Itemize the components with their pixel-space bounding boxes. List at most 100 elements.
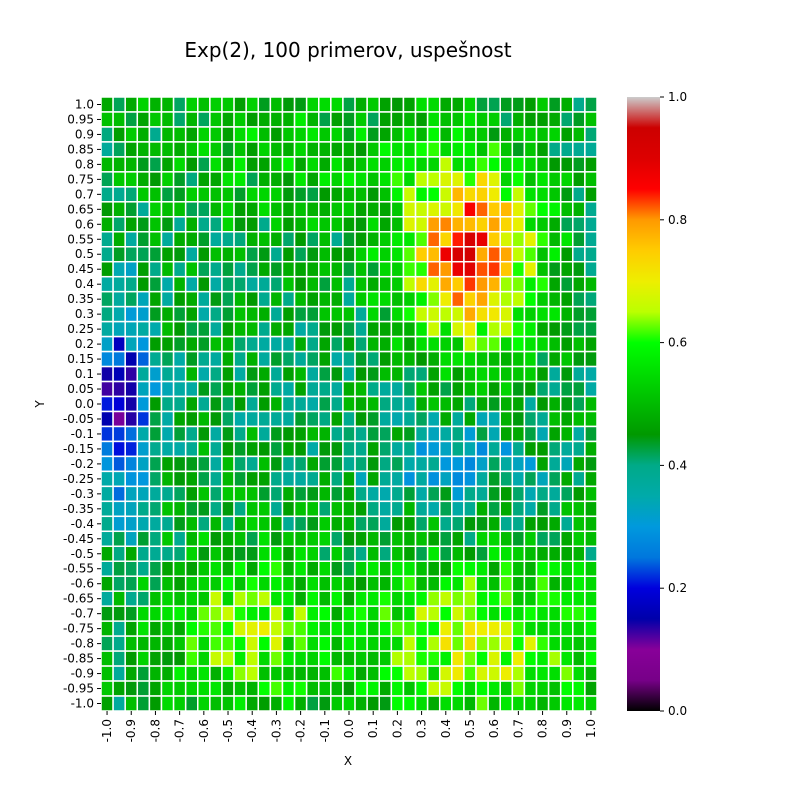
y-tick-label: -0.8 — [71, 637, 94, 651]
heatmap-cell — [402, 126, 417, 143]
heatmap-cell — [354, 171, 368, 188]
heatmap-cell — [281, 440, 296, 458]
heatmap-cell — [523, 665, 538, 682]
heatmap-cell — [172, 605, 187, 622]
heatmap-cell — [209, 216, 223, 233]
heatmap-cell — [100, 350, 114, 368]
x-tick-label: -0.4 — [245, 719, 259, 742]
heatmap-cell — [475, 620, 489, 637]
heatmap-cell — [100, 605, 114, 622]
heatmap-cell — [366, 560, 380, 577]
heatmap-cell — [535, 246, 550, 263]
heatmap-cell — [414, 365, 429, 383]
heatmap-cell — [547, 111, 562, 128]
heatmap-cell — [342, 635, 356, 652]
heatmap-cell — [221, 395, 235, 413]
heatmap-cell — [342, 380, 356, 398]
heatmap-cell — [499, 260, 514, 278]
heatmap-cell — [523, 590, 538, 607]
heatmap-cell — [269, 425, 284, 443]
heatmap-cell — [523, 365, 538, 383]
heatmap-cell — [584, 680, 598, 697]
heatmap-cell — [172, 380, 187, 398]
heatmap-cell — [487, 470, 501, 488]
heatmap-cell — [366, 216, 380, 233]
heatmap-cell — [584, 96, 598, 113]
heatmap-cell — [257, 350, 272, 368]
heatmap-cell — [572, 126, 586, 143]
heatmap-cell — [221, 455, 235, 473]
heatmap-cell — [414, 231, 429, 248]
heatmap-cell — [402, 141, 417, 158]
heatmap-cell — [245, 111, 260, 128]
heatmap-cell — [269, 395, 284, 413]
heatmap-cell — [584, 545, 598, 563]
heatmap-cell — [184, 515, 199, 533]
heatmap-cell — [378, 425, 393, 443]
heatmap-cell — [463, 650, 477, 667]
heatmap-cell — [402, 350, 417, 368]
heatmap-cell — [438, 231, 453, 248]
heatmap-cell — [257, 545, 272, 563]
heatmap-cell — [475, 635, 489, 652]
heatmap-cell — [330, 530, 344, 548]
heatmap-cell — [366, 320, 380, 338]
y-tick-label: 0.8 — [75, 157, 94, 171]
heatmap-cell — [136, 305, 151, 323]
y-tick-label: 0.45 — [67, 262, 94, 276]
heatmap-cell — [535, 650, 550, 667]
heatmap-cell — [559, 440, 574, 458]
heatmap-cell — [511, 305, 526, 323]
heatmap-cell — [487, 365, 501, 383]
heatmap-cell — [245, 575, 260, 592]
heatmap-cell — [559, 515, 574, 533]
heatmap-cell — [378, 275, 393, 293]
heatmap-cell — [414, 515, 429, 533]
heatmap-cell — [378, 440, 393, 458]
heatmap-cell — [354, 156, 368, 173]
heatmap-cell — [233, 171, 247, 188]
heatmap-cell — [184, 560, 199, 577]
heatmap-cell — [414, 335, 429, 353]
heatmap-cell — [535, 560, 550, 577]
heatmap-cell — [209, 515, 223, 533]
heatmap-cell — [221, 231, 235, 248]
heatmap-cell — [281, 380, 296, 398]
y-tick-label: -0.95 — [63, 682, 94, 696]
heatmap-cell — [354, 605, 368, 622]
heatmap-cell — [293, 545, 308, 563]
heatmap-cell — [124, 216, 139, 233]
heatmap-cell — [184, 665, 199, 682]
heatmap-cell — [390, 485, 405, 503]
heatmap-cell — [438, 290, 453, 308]
heatmap-cell — [305, 530, 320, 548]
heatmap-cell — [112, 171, 126, 188]
heatmap-cell — [511, 156, 526, 173]
heatmap-cell — [330, 216, 344, 233]
heatmap-cell — [281, 590, 296, 607]
heatmap-cell — [136, 335, 151, 353]
heatmap-cell — [124, 410, 139, 428]
heatmap-cell — [402, 395, 417, 413]
heatmap-cell — [257, 216, 272, 233]
heatmap-cell — [184, 186, 199, 203]
heatmap-cell — [342, 530, 356, 548]
heatmap-cell — [305, 500, 320, 518]
heatmap-cell — [572, 515, 586, 533]
heatmap-cell — [197, 545, 211, 563]
heatmap-cell — [451, 216, 465, 233]
heatmap-cell — [475, 141, 489, 158]
heatmap-cell — [354, 350, 368, 368]
heatmap-cell — [378, 620, 393, 637]
heatmap-cell — [499, 560, 514, 577]
heatmap-cell — [112, 485, 126, 503]
heatmap-cell — [136, 560, 151, 577]
heatmap-cell — [318, 201, 332, 218]
heatmap-cell — [269, 530, 284, 548]
y-tick-label: -0.3 — [71, 487, 94, 501]
heatmap-cell — [354, 201, 368, 218]
heatmap-cell — [366, 530, 380, 548]
heatmap-cell — [330, 126, 344, 143]
heatmap-cell — [438, 545, 453, 563]
